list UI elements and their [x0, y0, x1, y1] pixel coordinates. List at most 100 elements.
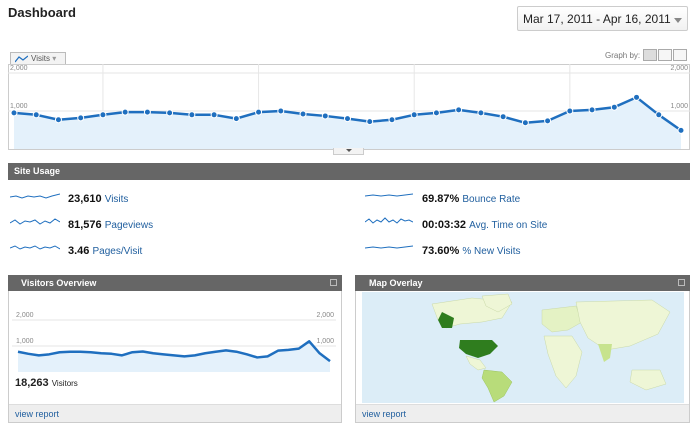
sparkline: [365, 193, 413, 197]
section-title: Site Usage: [14, 166, 61, 176]
data-point: [477, 109, 485, 117]
data-point: [277, 107, 285, 115]
metric-name: Visits: [31, 54, 50, 63]
alaska: [438, 312, 454, 328]
sparkline: [365, 217, 413, 224]
data-point: [166, 109, 174, 117]
panel-title: Visitors Overview: [21, 278, 97, 288]
y-tick-label: 1,000: [16, 338, 34, 345]
visitors-total: 18,263 Visitors: [15, 377, 78, 389]
metric: 3.46 Pages/Visit: [68, 244, 142, 259]
graph-by-day[interactable]: [643, 49, 657, 61]
metric-value: 3.46: [68, 245, 90, 257]
close-button[interactable]: [330, 279, 337, 286]
date-range: Mar 17, 2011 - Apr 16, 2011: [523, 12, 671, 26]
metric-label[interactable]: Bounce Rate: [462, 194, 521, 205]
world-map: [362, 292, 684, 403]
data-point: [388, 116, 396, 124]
africa: [543, 335, 583, 389]
data-point: [410, 111, 418, 119]
sparkline: [10, 245, 60, 250]
data-point: [188, 111, 196, 119]
data-point: [677, 126, 685, 134]
total-value: 18,263: [15, 377, 49, 389]
asia: [575, 299, 671, 351]
view-report-link[interactable]: view report: [362, 409, 407, 419]
data-point: [255, 108, 263, 116]
area: [18, 341, 330, 372]
panel-footer: view report: [9, 404, 341, 422]
south-america: [481, 369, 513, 403]
metric-label[interactable]: Visits: [104, 194, 129, 205]
metric-label[interactable]: Pages/Visit: [92, 246, 143, 257]
metric-value: 00:03:32: [422, 219, 467, 231]
data-point: [321, 112, 329, 120]
data-point: [210, 111, 218, 119]
sparkline: [10, 193, 60, 199]
metric-value: 69.87%: [422, 193, 460, 205]
data-point: [588, 106, 596, 114]
usa: [459, 340, 498, 358]
data-point: [633, 93, 641, 101]
site-usage-header: Site Usage: [8, 163, 690, 180]
graph-by-month[interactable]: [673, 49, 687, 61]
data-point: [544, 117, 552, 125]
line: [17, 340, 331, 363]
y-tick-label: 2,000: [16, 312, 34, 319]
close-button[interactable]: [678, 279, 685, 286]
total-label: Visitors: [51, 379, 78, 388]
data-point: [77, 114, 85, 122]
view-report-link[interactable]: view report: [15, 409, 60, 419]
data-point: [10, 109, 18, 117]
data-point: [432, 109, 440, 117]
metric-label[interactable]: % New Visits: [462, 246, 521, 257]
sparklines-right: [365, 193, 413, 249]
data-point: [655, 111, 663, 119]
data-point: [54, 116, 62, 124]
sparkline: [365, 245, 413, 249]
metric: 23,610 Visits: [68, 192, 128, 207]
europe: [541, 305, 583, 333]
metric: 00:03:32 Avg. Time on Site: [422, 218, 547, 233]
data-point: [344, 115, 351, 123]
india: [598, 344, 612, 362]
data-point: [521, 119, 529, 127]
map-overlay-header: Map Overlay: [355, 275, 690, 291]
y-tick-label: 1,000: [670, 103, 688, 110]
metric-label[interactable]: Pageviews: [104, 220, 154, 231]
metric-selector[interactable]: Visits ▾: [10, 52, 66, 64]
panel-footer: view report: [356, 404, 689, 422]
data-point: [366, 118, 374, 126]
data-point: [566, 107, 574, 115]
australia: [629, 369, 667, 391]
data-point: [121, 108, 129, 116]
data-point: [99, 111, 107, 119]
panel-title: Map Overlay: [369, 278, 423, 288]
chart-toggle[interactable]: [333, 148, 364, 155]
y-tick-label: 2,000: [670, 65, 688, 72]
page-title: Dashboard: [8, 5, 76, 20]
graph-by-week[interactable]: [658, 49, 672, 61]
data-point: [32, 111, 40, 119]
metric: 81,576 Pageviews: [68, 218, 153, 233]
metric: 69.87% Bounce Rate: [422, 192, 520, 207]
y-tick-label: 1,000: [316, 338, 334, 345]
greenland: [481, 293, 513, 313]
mexico: [465, 355, 487, 371]
visitors-chart: 1,000 1,000 2,000 2,000: [12, 312, 336, 372]
date-range-picker[interactable]: Mar 17, 2011 - Apr 16, 2011: [517, 6, 688, 31]
data-point: [299, 110, 307, 118]
dropdown-arrow: [674, 18, 682, 23]
metric: 73.60% % New Visits: [422, 244, 521, 259]
data-point: [610, 103, 618, 111]
data-point: [455, 106, 463, 114]
metric-value: 81,576: [68, 219, 102, 231]
data-point: [143, 108, 151, 116]
line-icon: [15, 55, 28, 63]
y-tick-label: 2,000: [10, 65, 28, 72]
sparklines-left: [10, 193, 60, 250]
metric-value: 73.60%: [422, 245, 460, 257]
metric-label[interactable]: Avg. Time on Site: [469, 220, 548, 231]
y-tick-label: 2,000: [316, 312, 334, 319]
